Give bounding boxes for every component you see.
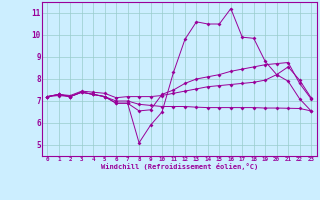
X-axis label: Windchill (Refroidissement éolien,°C): Windchill (Refroidissement éolien,°C): [100, 163, 258, 170]
